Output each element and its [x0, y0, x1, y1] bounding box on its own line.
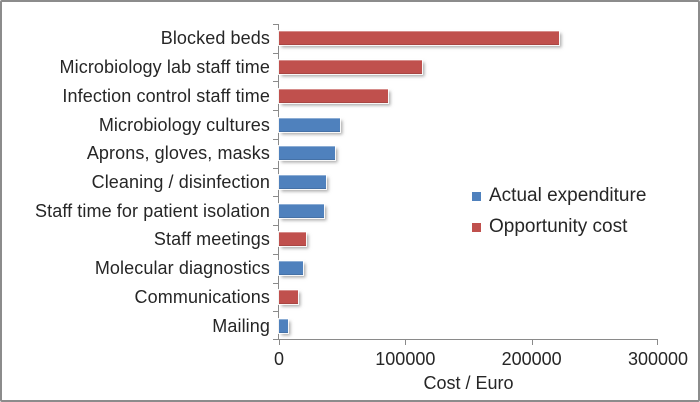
bar [279, 60, 422, 75]
x-axis-tick [657, 340, 658, 345]
category-label: Communications [134, 286, 270, 307]
category-label: Staff meetings [153, 229, 270, 250]
bar [279, 175, 326, 189]
y-axis-tick [273, 168, 279, 169]
y-axis-tick [273, 139, 279, 140]
y-axis-tick [273, 81, 279, 82]
y-axis-tick [273, 24, 279, 25]
plot-area [273, 24, 658, 345]
legend-swatch-opportunity-cost-icon [472, 222, 481, 232]
legend-item-actual-expenditure: Actual expenditure [472, 185, 646, 207]
category-label: Molecular diagnostics [94, 258, 270, 279]
category-label: Mailing [212, 315, 270, 336]
category-label: Infection control staff time [62, 85, 270, 106]
y-axis-tick [273, 311, 279, 312]
legend-swatch-actual-expenditure-icon [472, 191, 481, 201]
y-axis-tick [273, 283, 279, 284]
legend-label: Opportunity cost [489, 216, 628, 237]
bar [279, 289, 298, 304]
y-axis-tick [273, 110, 279, 111]
category-label: Blocked beds [160, 28, 270, 49]
y-axis-tick [273, 196, 279, 197]
category-label: Cleaning / disinfection [91, 172, 270, 192]
bar [279, 318, 288, 333]
bar [279, 203, 324, 218]
x-axis-tick-label: 100000 [375, 349, 436, 369]
category-label: Staff time for patient isolation [35, 200, 270, 221]
bar [279, 117, 340, 132]
category-label: Aprons, gloves, masks [86, 143, 270, 164]
x-axis-tick [531, 340, 533, 345]
category-label: Microbiology lab staff time [59, 57, 270, 78]
bar [279, 146, 335, 161]
bar [279, 232, 306, 247]
legend: Actual expenditure Opportunity cost [472, 185, 646, 247]
x-axis-tick-label: 200000 [501, 349, 562, 369]
legend-item-opportunity-cost: Opportunity cost [472, 216, 646, 238]
y-axis-tick [273, 339, 279, 340]
y-axis-tick [273, 254, 279, 255]
x-axis-tick [405, 340, 407, 345]
x-axis-title: Cost / Euro [423, 373, 514, 393]
category-label: Microbiology cultures [98, 114, 270, 135]
bar [279, 31, 559, 46]
bar [279, 88, 388, 103]
x-axis-tick-label: 300000 [627, 349, 689, 369]
x-axis-tick-label: 0 [273, 349, 284, 369]
bar [279, 261, 303, 276]
y-axis-tick [273, 225, 279, 226]
legend-label: Actual expenditure [489, 185, 647, 206]
y-axis-tick [273, 53, 279, 54]
x-axis-tick [279, 340, 280, 345]
